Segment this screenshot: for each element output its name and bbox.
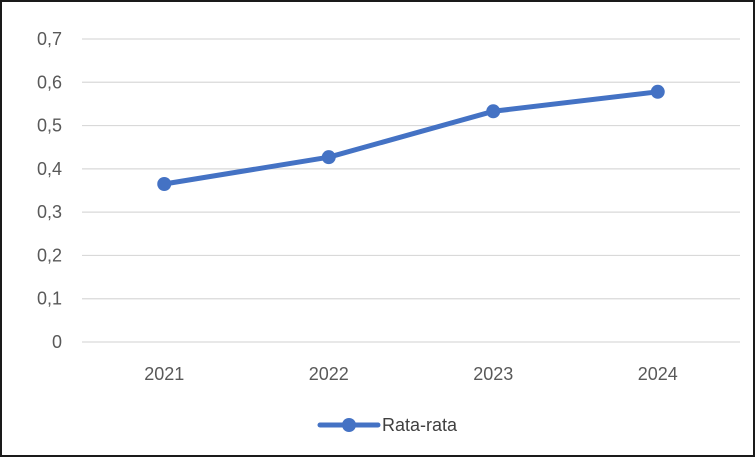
data-point-2021 xyxy=(157,177,172,192)
legend-swatch-marker xyxy=(342,418,356,432)
x-axis-tick-labels: 2021 2022 2023 2024 xyxy=(144,364,678,384)
y-tick-label: 0,5 xyxy=(37,116,62,136)
y-axis-tick-labels: 0 0,1 0,2 0,3 0,4 0,5 0,6 0,7 xyxy=(37,29,62,352)
y-tick-label: 0,7 xyxy=(37,29,62,49)
y-tick-label: 0,4 xyxy=(37,159,62,179)
y-tick-label: 0 xyxy=(52,332,62,352)
y-tick-label: 0,1 xyxy=(37,289,62,309)
y-tick-label: 0,6 xyxy=(37,72,62,92)
legend: Rata-rata xyxy=(317,415,458,435)
y-tick-label: 0,2 xyxy=(37,245,62,265)
series-layer xyxy=(157,84,665,192)
series-line xyxy=(161,89,661,187)
legend-entry-rata-rata: Rata-rata xyxy=(382,415,458,435)
x-tick-label: 2024 xyxy=(638,364,678,384)
x-tick-label: 2021 xyxy=(144,364,184,384)
y-tick-label: 0,3 xyxy=(37,202,62,222)
data-point-2024 xyxy=(650,84,665,99)
x-tick-label: 2023 xyxy=(473,364,513,384)
gridlines xyxy=(82,38,740,343)
data-point-2023 xyxy=(486,104,501,119)
data-point-2022 xyxy=(321,150,336,165)
x-tick-label: 2022 xyxy=(309,364,349,384)
